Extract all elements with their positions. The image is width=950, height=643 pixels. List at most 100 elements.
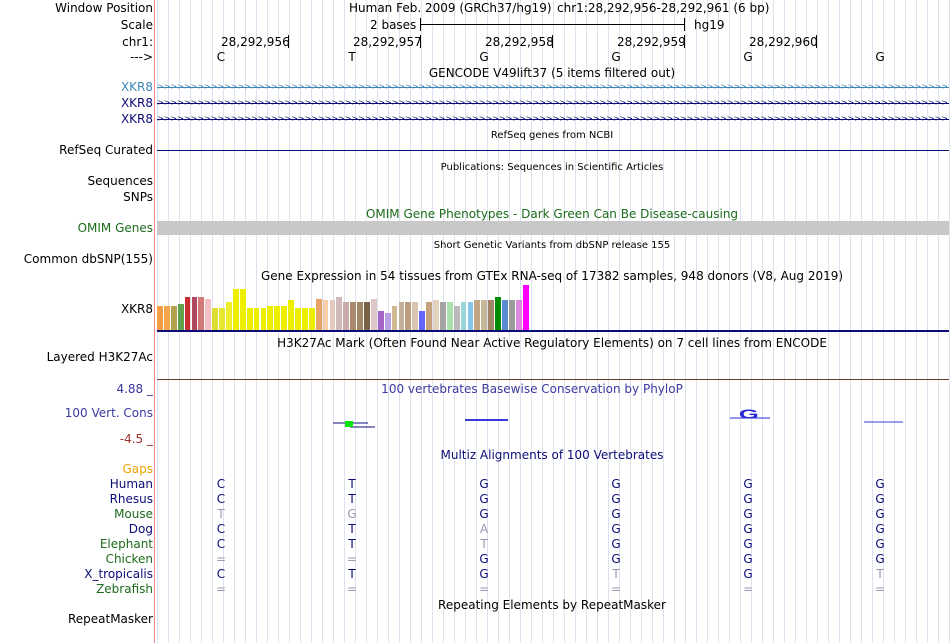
gtex-tissue-bar[interactable] [398,302,405,330]
species-label[interactable]: Mouse [114,507,153,521]
gtex-tissue-bar[interactable] [253,308,260,330]
alignment-base: G [479,492,489,506]
species-label[interactable]: Chicken [105,552,153,566]
repeatmasker-label[interactable]: RepeatMasker [67,612,153,626]
gtex-tissue-bar[interactable] [246,308,253,330]
gencode-gene-label[interactable]: XKR8 [120,80,153,94]
species-label[interactable]: Zebrafish [96,582,153,596]
gtex-tissue-bar[interactable] [191,297,198,330]
gtex-tissue-bar[interactable] [357,302,363,330]
gtex-tissue-bar[interactable] [267,306,274,330]
gtex-tissue-bar[interactable] [446,302,453,330]
omim-title[interactable]: OMIM Gene Phenotypes - Dark Green Can Be… [365,207,739,221]
gtex-tissue-bar[interactable] [163,306,170,330]
dbsnp-title[interactable]: Short Genetic Variants from dbSNP releas… [433,240,671,251]
gtex-tissue-bar[interactable] [226,302,232,330]
gtex-tissue-bar[interactable] [281,306,288,330]
gtex-tissue-bar[interactable] [232,289,239,330]
gtex-tissue-bar[interactable] [274,306,281,330]
h3k27ac-title[interactable]: H3K27Ac Mark (Often Found Near Active Re… [277,336,827,350]
gtex-tissue-bar[interactable] [239,289,246,330]
gtex-tissue-bar[interactable] [453,306,460,330]
sequences-label[interactable]: Sequences [87,174,153,188]
species-label[interactable]: X_tropicalis [84,567,153,581]
species-label[interactable]: Dog [128,522,153,536]
gtex-tissue-bar[interactable] [522,285,529,330]
gtex-tissue-bar[interactable] [301,308,308,330]
gtex-tissue-bar[interactable] [439,302,446,330]
gtex-tissue-bar[interactable] [336,297,343,330]
gtex-tissue-bar[interactable] [405,302,412,330]
gtex-label[interactable]: XKR8 [120,302,153,316]
gtex-tissue-bar[interactable] [370,299,377,330]
species-label[interactable]: Human [109,477,153,491]
gtex-tissue-bar[interactable] [308,308,315,330]
phylop-title[interactable]: 100 vertebrates Basewise Conservation by… [381,382,683,396]
gtex-tissue-bar[interactable] [350,302,357,330]
gtex-tissue-bar[interactable] [364,302,370,330]
scale-bar-left-tick [420,18,421,31]
gtex-tissue-bar[interactable] [467,302,474,330]
refseq-label[interactable]: RefSeq Curated [59,143,153,157]
grid-line [751,0,752,643]
gtex-tissue-bar[interactable] [219,308,225,330]
gtex-tissue-bar[interactable] [205,299,212,330]
repeatmasker-title[interactable]: Repeating Elements by RepeatMasker [438,598,666,612]
gtex-tissue-bar[interactable] [343,302,350,330]
gtex-tissue-bar[interactable] [322,300,329,330]
gtex-tissue-bar[interactable] [384,313,391,330]
gtex-title[interactable]: Gene Expression in 54 tissues from GTEx … [260,269,844,283]
omim-gene-bar[interactable] [157,221,949,235]
gtex-tissue-bar[interactable] [157,306,163,330]
phylop-label[interactable]: 100 Vert. Cons [64,406,153,420]
h3k27ac-label[interactable]: Layered H3K27Ac [46,350,153,364]
gtex-tissue-bar[interactable] [177,304,184,330]
refseq-gene-line[interactable] [157,150,949,151]
gtex-tissue-bar[interactable] [474,300,481,330]
gaps-label[interactable]: Gaps [122,462,153,476]
snps-label[interactable]: SNPs [123,190,153,204]
gtex-tissue-bar[interactable] [481,300,488,330]
position-tick [288,35,289,48]
omim-label[interactable]: OMIM Genes [77,221,153,235]
h3k27ac-baseline [157,379,949,380]
gtex-tissue-bar[interactable] [495,297,501,330]
gtex-tissue-bar[interactable] [170,306,177,330]
gtex-tissue-bar[interactable] [391,306,398,330]
gtex-tissue-bar[interactable] [260,308,267,330]
publications-title[interactable]: Publications: Sequences in Scientific Ar… [440,162,664,173]
gtex-tissue-bar[interactable] [460,302,467,330]
species-label[interactable]: Rhesus [109,492,153,506]
gtex-tissue-bar[interactable] [502,300,508,330]
grid-line [872,0,873,643]
gencode-gene-line[interactable] [157,119,949,120]
gencode-gene-line[interactable] [157,87,949,88]
gtex-tissue-bar[interactable] [315,299,322,330]
gencode-gene-label[interactable]: XKR8 [120,96,153,110]
gtex-tissue-bar[interactable] [433,300,439,330]
dbsnp-label[interactable]: Common dbSNP(155) [23,252,153,266]
gtex-tissue-bar[interactable] [426,302,432,330]
gtex-tissue-bar[interactable] [288,300,294,330]
alignment-base: G [347,507,357,521]
gtex-tissue-bar[interactable] [377,311,384,330]
gtex-tissue-bar[interactable] [419,311,426,330]
gtex-tissue-bar[interactable] [488,300,495,330]
refseq-title[interactable]: RefSeq genes from NCBI [490,130,614,141]
gtex-tissue-bar[interactable] [184,297,191,330]
gencode-gene-line[interactable] [157,103,949,104]
gtex-tissue-bar[interactable] [295,308,301,330]
gtex-tissue-bar[interactable] [212,308,219,330]
gencode-title[interactable]: GENCODE V49lift37 (5 items filtered out) [428,66,676,80]
gencode-gene-label[interactable]: XKR8 [120,112,153,126]
species-label[interactable]: Elephant [99,537,153,551]
gtex-tissue-bar[interactable] [412,302,419,330]
grid-line [553,0,554,643]
gtex-tissue-bar[interactable] [329,300,336,330]
gtex-tissue-bar[interactable] [508,300,515,330]
gtex-tissue-bar[interactable] [198,297,205,330]
multiz-title[interactable]: Multiz Alignments of 100 Vertebrates [440,448,664,462]
gtex-tissue-bar[interactable] [515,300,522,330]
grid-line [817,0,818,643]
